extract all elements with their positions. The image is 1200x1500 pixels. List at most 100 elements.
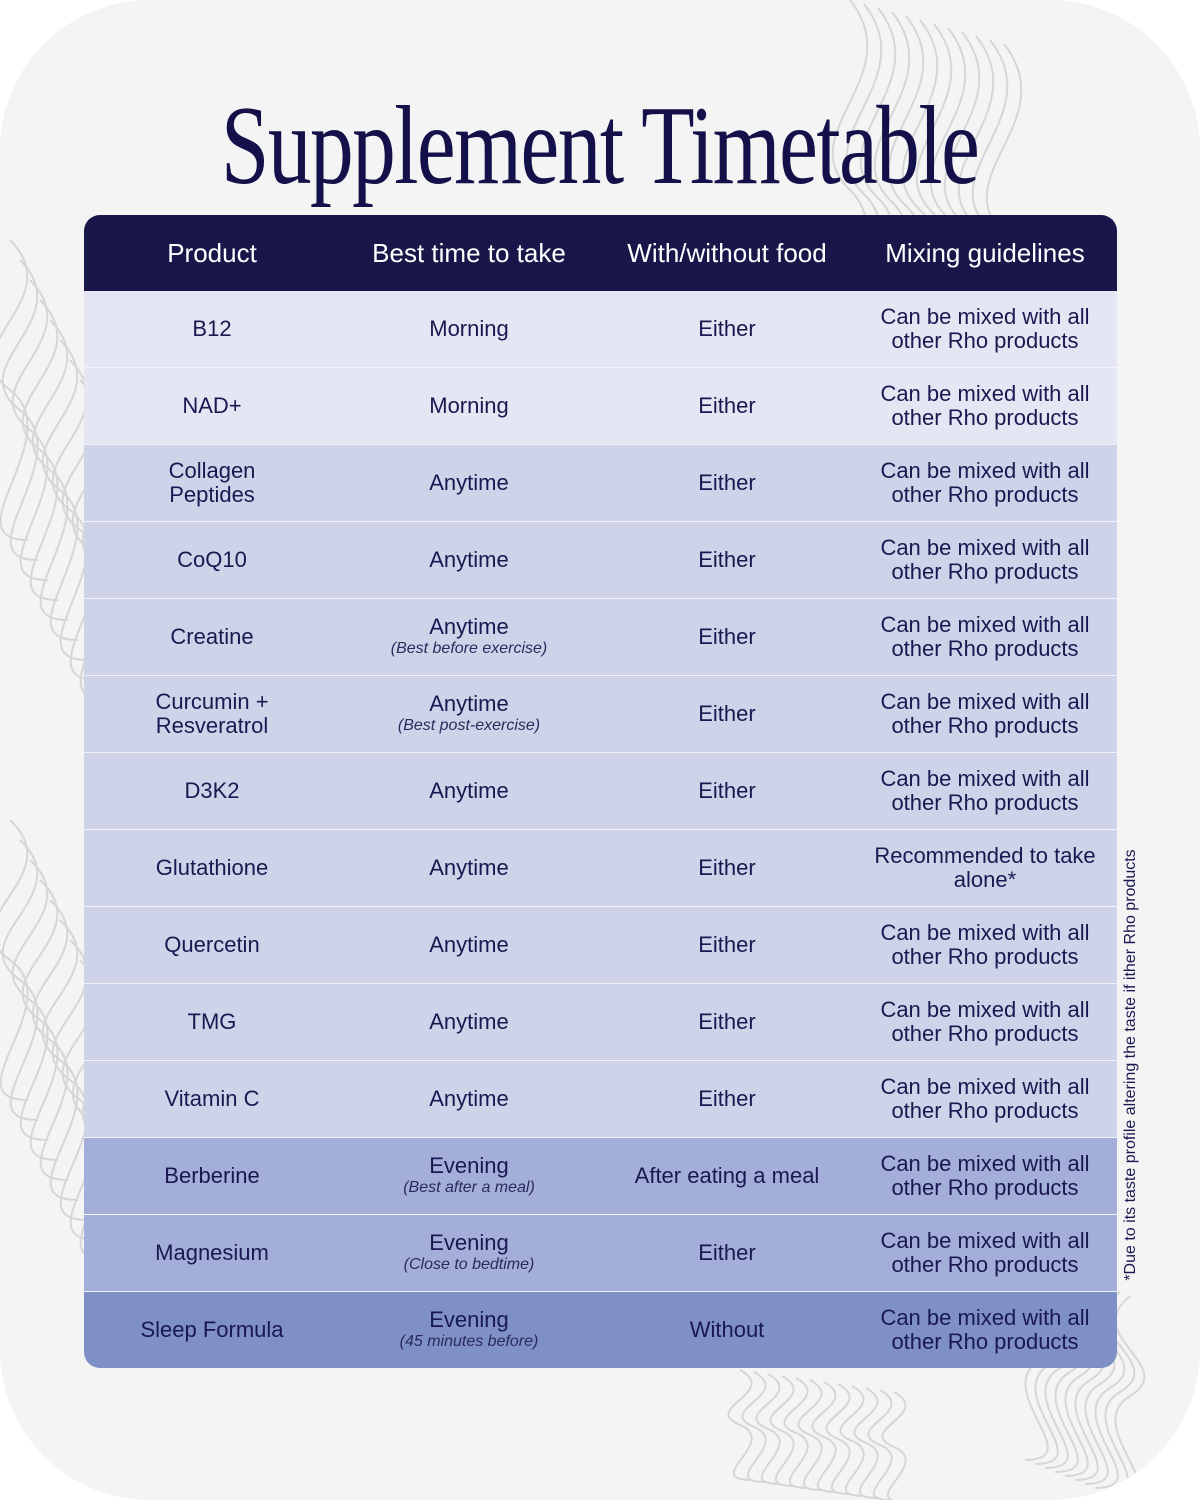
wave-line [21,879,59,1161]
wave-line [21,299,59,601]
wave-line [727,1369,753,1481]
header-mixing: Mixing guidelines [885,238,1085,268]
wave-line [51,939,89,1221]
wave-line [797,1379,823,1491]
table-row: Glutathione Anytime Either Recommended to t… [84,829,1117,906]
best-time: Anytime (Best post-exercise) [340,692,598,736]
time-note: (45 minutes before) [399,1333,539,1350]
best-time: Anytime [340,856,598,880]
mixing-guideline: Can be mixed with all other Rho products [880,1074,1090,1123]
table-row: Berberine Evening (Best after a meal) After… [84,1137,1117,1214]
mixing-guideline: Can be mixed with all other Rho products [880,689,1090,738]
header-product: Product [167,238,257,268]
table-row: Sleep Formula Evening (45 minutes before) W… [84,1291,1117,1368]
time-note: (Best post-exercise) [397,717,541,734]
product-name: Vitamin C [164,1086,260,1111]
food-requirement: Either [698,855,756,880]
wave-line [41,339,79,641]
wave-line [839,1385,865,1497]
food-requirement: Either [698,932,756,957]
food-requirement: After eating a meal [634,1163,820,1188]
food-requirement: Without [689,1317,765,1342]
time-value: Anytime [429,778,509,803]
food-requirement: Either [698,547,756,572]
mixing-guideline: Can be mixed with all other Rho products [880,920,1090,969]
table-row: Magnesium Evening (Close to bedtime) Either… [84,1214,1117,1291]
best-time: Evening (Close to bedtime) [340,1231,598,1275]
product-name: D3K2 [184,778,240,803]
wave-line [881,1391,907,1500]
best-time: Anytime [340,933,598,957]
time-value: Morning [429,393,509,418]
product-name: Collagen Peptides [168,458,256,507]
table-row: Curcumin + Resveratrol Anytime (Best post-… [84,675,1117,752]
wave-line [0,819,29,1101]
mixing-guideline: Can be mixed with all other Rho products [880,458,1090,507]
mixing-guideline: Can be mixed with all other Rho products [880,997,1090,1046]
table-row: TMG Anytime Either Can be mixed with all ot… [84,983,1117,1060]
wave-line [853,1387,879,1499]
wave-line [11,859,49,1141]
mixing-guideline: Recommended to take alone* [874,843,1096,892]
wave-line [0,239,29,541]
food-requirement: Either [698,624,756,649]
product-name: Berberine [164,1163,260,1188]
wave-line [741,1371,767,1483]
table-row: NAD+ Morning Either Can be mixed with all o… [84,367,1117,444]
mixing-guideline: Can be mixed with all other Rho products [880,381,1090,430]
product-name: Glutathione [155,855,269,880]
food-requirement: Either [698,1086,756,1111]
header-best-time: Best time to take [372,238,566,268]
table-row: Vitamin C Anytime Either Can be mixed with … [84,1060,1117,1137]
supplement-table: Product Best time to take With/without f… [84,215,1117,1368]
product-name: Magnesium [155,1240,269,1265]
wave-line [867,1389,893,1500]
wave-line [755,1373,781,1485]
best-time: Evening (Best after a meal) [340,1154,598,1198]
product-name: Curcumin + Resveratrol [155,689,269,738]
time-value: Anytime [429,691,509,716]
food-requirement: Either [698,393,756,418]
table-row: Collagen Peptides Anytime Either Can be mix… [84,444,1117,521]
product-name: NAD+ [182,393,242,418]
time-value: Evening [429,1230,509,1255]
best-time: Anytime [340,548,598,572]
time-value: Evening [429,1307,509,1332]
time-note: (Close to bedtime) [403,1256,535,1273]
best-time: Anytime [340,1010,598,1034]
page-title: Supplement Timetable [221,84,980,208]
time-value: Evening [429,1153,509,1178]
food-requirement: Either [698,701,756,726]
mixing-guideline: Can be mixed with all other Rho products [880,535,1090,584]
product-name: Quercetin [164,932,260,957]
time-note: (Best after a meal) [403,1179,535,1196]
food-requirement: Either [698,1240,756,1265]
time-value: Morning [429,316,509,341]
food-requirement: Either [698,1009,756,1034]
mixing-guideline: Can be mixed with all other Rho products [880,1305,1090,1354]
best-time: Anytime (Best before exercise) [340,615,598,659]
best-time: Morning [340,394,598,418]
wave-line [825,1383,851,1495]
time-value: Anytime [429,1086,509,1111]
product-name: B12 [192,316,232,341]
table-row: B12 Morning Either Can be mixed with all ot… [84,291,1117,367]
wave-line [1,839,39,1121]
best-time: Anytime [340,779,598,803]
time-value: Anytime [429,614,509,639]
mixing-guideline: Can be mixed with all other Rho products [880,612,1090,661]
time-value: Anytime [429,1009,509,1034]
footnote: *Due to its taste profile altering the t… [1122,849,1139,1281]
table-row: Creatine Anytime (Best before exercise) Eit… [84,598,1117,675]
mixing-guideline: Can be mixed with all other Rho products [880,1228,1090,1277]
mixing-guideline: Can be mixed with all other Rho products [880,1151,1090,1200]
wave-line [811,1381,837,1493]
product-name: TMG [187,1009,237,1034]
wave-line [1114,1295,1146,1497]
wave-line [783,1377,809,1489]
wave-line [41,919,79,1201]
food-requirement: Either [698,316,756,341]
food-requirement: Either [698,470,756,495]
time-note: (Best before exercise) [390,640,548,657]
best-time: Morning [340,317,598,341]
